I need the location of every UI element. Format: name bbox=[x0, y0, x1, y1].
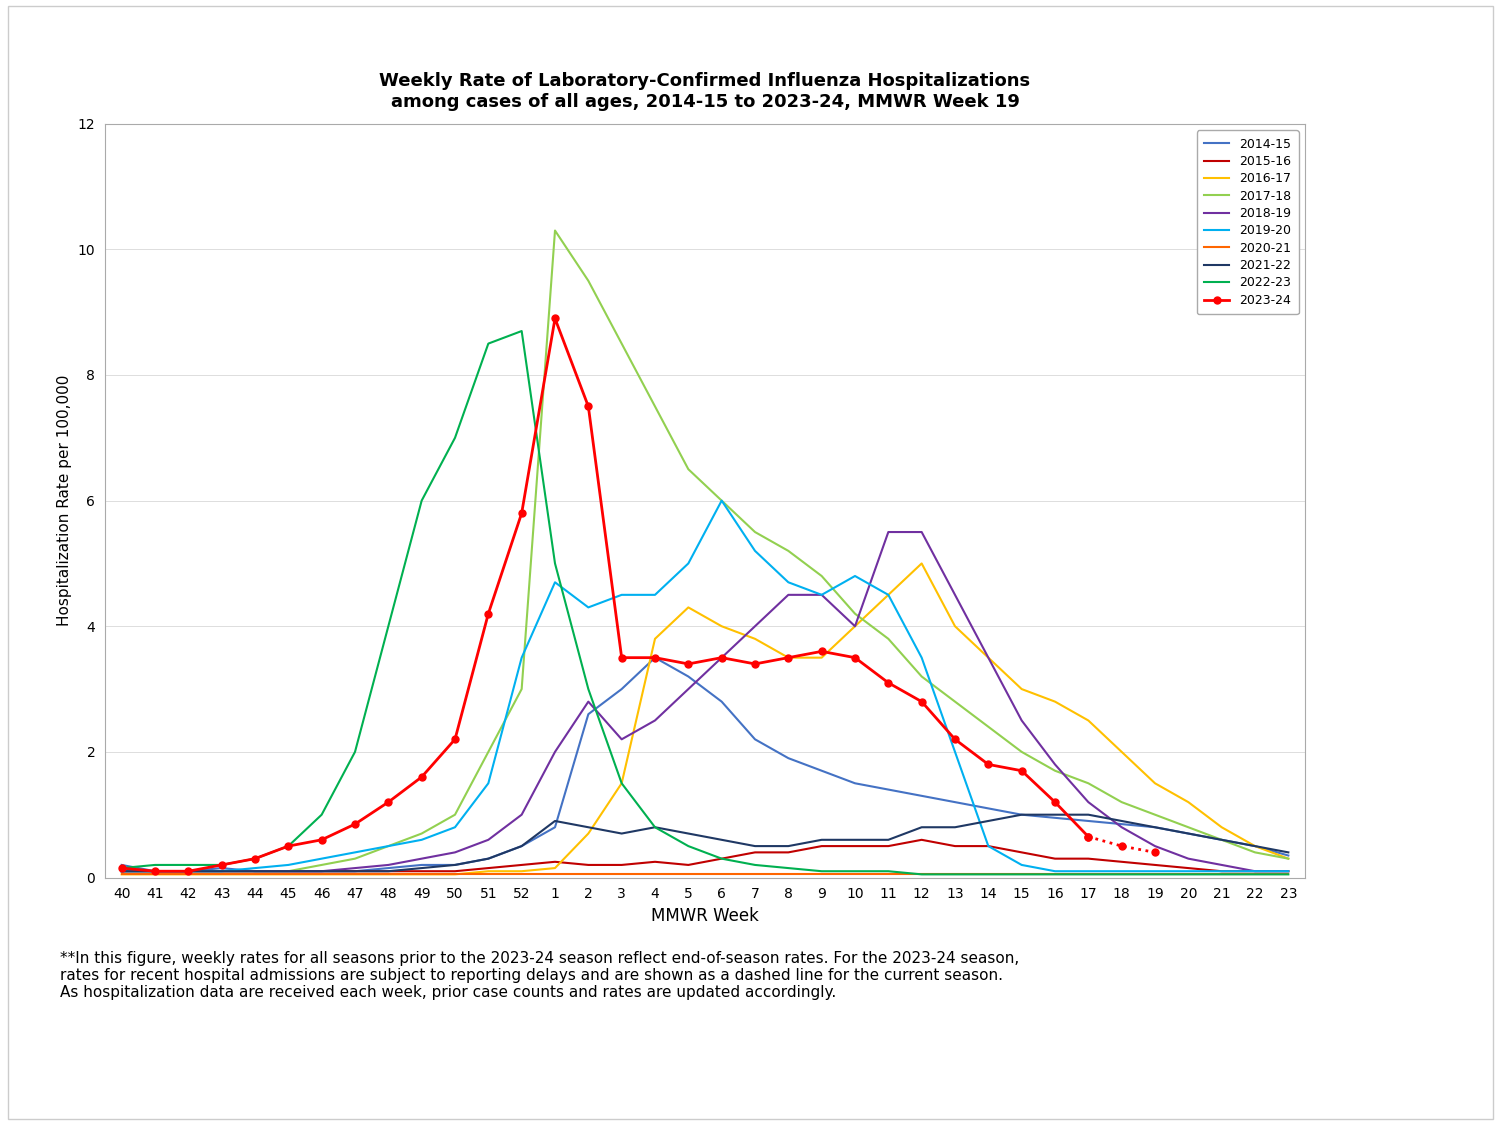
X-axis label: MMWR Week: MMWR Week bbox=[651, 907, 759, 925]
Legend: 2014-15, 2015-16, 2016-17, 2017-18, 2018-19, 2019-20, 2020-21, 2021-22, 2022-23,: 2014-15, 2015-16, 2016-17, 2017-18, 2018… bbox=[1197, 130, 1299, 314]
Text: **In this figure, weekly rates for all seasons prior to the 2023-24 season refle: **In this figure, weekly rates for all s… bbox=[60, 951, 1020, 1000]
Y-axis label: Hospitalization Rate per 100,000: Hospitalization Rate per 100,000 bbox=[57, 375, 72, 627]
Title: Weekly Rate of Laboratory-Confirmed Influenza Hospitalizations
among cases of al: Weekly Rate of Laboratory-Confirmed Infl… bbox=[380, 72, 1030, 111]
